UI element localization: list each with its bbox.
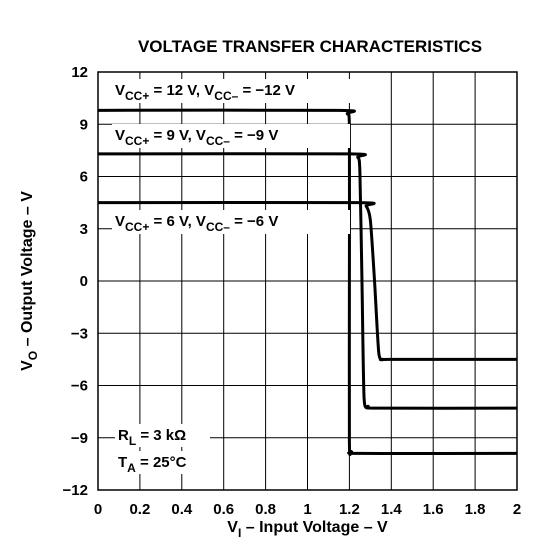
series-line-3 bbox=[97, 200, 517, 362]
x-tick-label: 0.8 bbox=[255, 501, 276, 518]
series-label-bg bbox=[112, 210, 350, 234]
y-tick-label: 3 bbox=[80, 221, 88, 238]
plot-frame bbox=[97, 71, 518, 491]
x-tick-label: 2 bbox=[513, 501, 521, 518]
x-tick-label: 0.4 bbox=[171, 501, 193, 518]
series-label-bg bbox=[112, 124, 350, 148]
annotation-bg bbox=[115, 451, 210, 474]
series-label-3: VCC+ = 6 V, VCC– = −6 V bbox=[115, 213, 278, 234]
x-tick-label: 1.6 bbox=[423, 501, 444, 518]
chart-title: VOLTAGE TRANSFER CHARACTERISTICS bbox=[138, 37, 482, 56]
y-tick-label: 0 bbox=[80, 273, 88, 290]
annotation-1: RL = 3 kΩ bbox=[118, 427, 186, 448]
x-tick-label: 1 bbox=[303, 501, 311, 518]
y-axis-label: VO – Output Voltage – V bbox=[19, 191, 40, 371]
y-tick-label: −9 bbox=[71, 430, 88, 447]
x-tick-label: 0 bbox=[94, 501, 102, 518]
x-tick-labels: 0 0.2 0.4 0.6 0.8 1 1.2 1.4 1.6 1.8 2 bbox=[94, 501, 521, 518]
y-tick-label: 6 bbox=[80, 169, 88, 186]
x-axis-label: VI – Input Voltage – V bbox=[227, 519, 388, 540]
y-tick-label: 12 bbox=[71, 64, 88, 81]
y-tick-label: −6 bbox=[71, 378, 88, 395]
series-labels: VCC+ = 12 V, VCC– = −12 V VCC+ = 9 V, VCC… bbox=[112, 79, 350, 234]
series-label-2: VCC+ = 9 V, VCC– = −9 V bbox=[115, 127, 278, 148]
series-line-1 bbox=[97, 108, 518, 457]
series-line-2 bbox=[97, 152, 518, 410]
plot-border bbox=[97, 71, 518, 491]
x-tick-label: 0.6 bbox=[213, 501, 234, 518]
y-tick-label: −12 bbox=[63, 482, 88, 499]
x-tick-label: 1.4 bbox=[381, 501, 403, 518]
series-label-bg bbox=[112, 79, 350, 103]
y-tick-label: 9 bbox=[80, 116, 88, 133]
y-tick-label: −3 bbox=[71, 325, 88, 342]
x-tick-label: 0.2 bbox=[129, 501, 150, 518]
x-tick-label: 1.8 bbox=[465, 501, 486, 518]
annotations: RL = 3 kΩ TA = 25°C bbox=[115, 424, 210, 475]
axis-labels: VI – Input Voltage – V VO – Output Voltag… bbox=[19, 191, 388, 540]
y-tick-labels: 12 9 6 3 0 −3 −6 −9 −12 bbox=[63, 64, 88, 499]
x-tick-label: 1.2 bbox=[339, 501, 360, 518]
series-label-1: VCC+ = 12 V, VCC– = −12 V bbox=[115, 82, 295, 103]
annotation-2: TA = 25°C bbox=[118, 454, 187, 475]
series-group bbox=[97, 108, 518, 457]
annotation-bg bbox=[115, 424, 210, 447]
